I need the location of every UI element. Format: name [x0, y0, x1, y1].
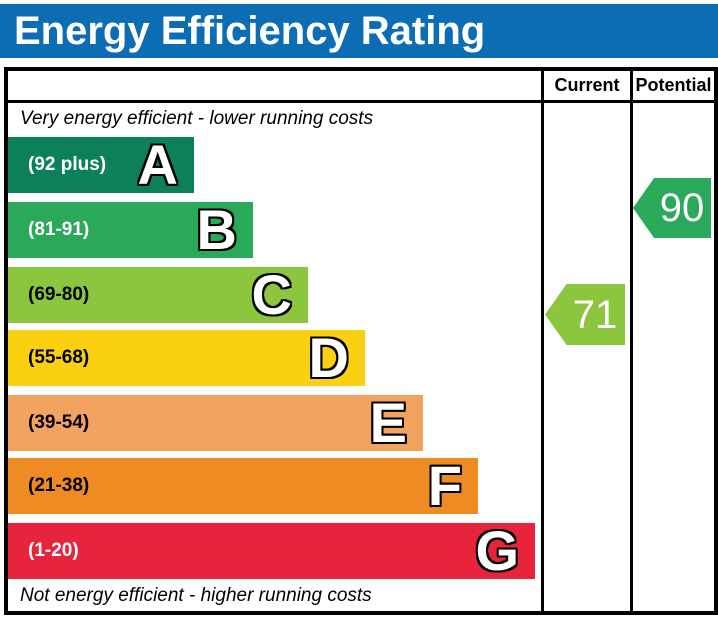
band-a-letter: A [137, 133, 178, 196]
band-g-letter: G [475, 519, 519, 582]
page-title: Energy Efficiency Rating [0, 4, 718, 58]
band-b-range-label: (81-91) [28, 219, 90, 240]
band-e: (39-54) E [8, 395, 423, 451]
band-a: (92 plus) A [8, 137, 194, 193]
band-d-range-label: (55-68) [28, 347, 90, 368]
band-c-letter: C [251, 263, 292, 326]
potential-rating-value: 90 [659, 186, 705, 230]
band-d: (55-68) D [8, 330, 365, 386]
band-e-letter: E [369, 391, 407, 454]
band-e-range-label: (39-54) [28, 412, 90, 433]
band-a-range-label: (92 plus) [28, 154, 107, 175]
potential-rating-arrow: 90 [633, 178, 711, 238]
band-f: (21-38) F [8, 458, 478, 514]
band-c: (69-80) C [8, 267, 308, 323]
potential-column-header: Potential [635, 75, 712, 95]
potential-column-divider [630, 71, 633, 611]
current-rating-value: 71 [572, 292, 618, 337]
band-c-range-label: (69-80) [28, 284, 90, 305]
top-note: Very energy efficient - lower running co… [20, 108, 374, 129]
band-d-letter: D [308, 326, 349, 389]
current-column-divider [541, 71, 544, 611]
bottom-note: Not energy efficient - higher running co… [20, 585, 372, 606]
band-g-range-label: (1-20) [28, 540, 79, 561]
band-g: (1-20) G [8, 523, 535, 579]
band-f-letter: F [427, 454, 462, 517]
current-rating-arrow: 71 [545, 284, 625, 345]
current-column-header: Current [554, 75, 620, 95]
band-f-range-label: (21-38) [28, 475, 90, 496]
band-b-letter: B [196, 198, 237, 261]
rating-table: Current Potential Very energy efficient … [4, 67, 718, 615]
band-b: (81-91) B [8, 202, 253, 258]
header-separator-line [8, 100, 714, 103]
